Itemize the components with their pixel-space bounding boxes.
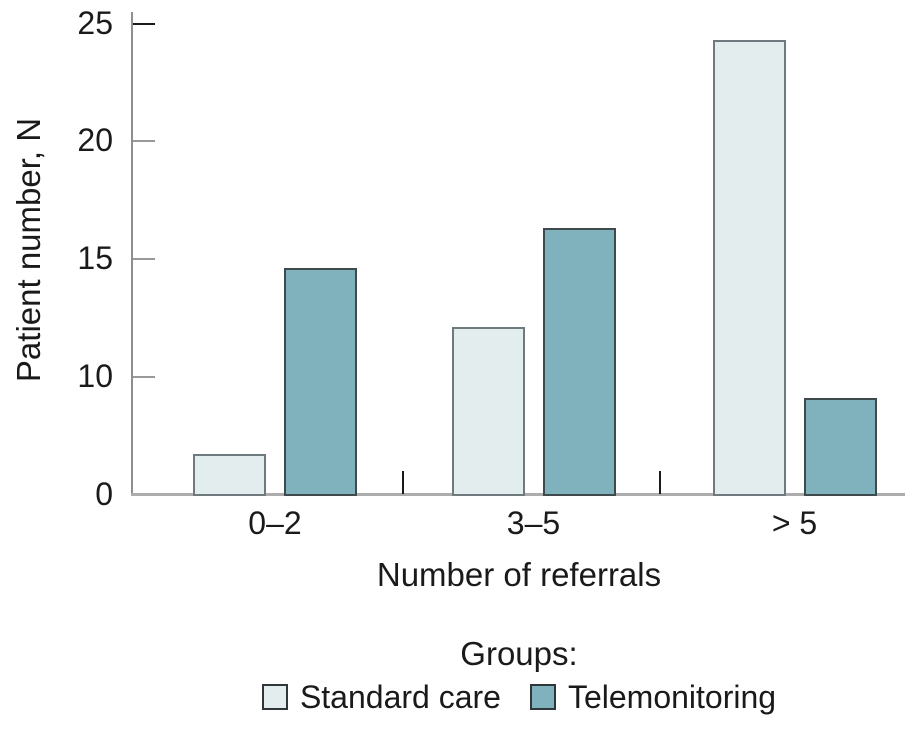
legend-item-standard-care: Standard care — [261, 679, 501, 715]
bar-standard-care — [451, 327, 525, 496]
x-category-label: 0–2 — [248, 505, 302, 541]
y-tick-label: 25 — [77, 4, 113, 41]
legend-swatch-icon — [261, 684, 288, 710]
bar-telemonitoring — [284, 268, 357, 496]
legend-title: Groups: — [460, 635, 578, 672]
y-tick-label: 15 — [77, 240, 113, 276]
bar-standard-care — [712, 39, 786, 496]
legend-swatch-icon — [529, 684, 556, 710]
y-tick — [133, 22, 155, 25]
x-category-label: > 5 — [771, 505, 818, 541]
legend-item-telemonitoring: Telemonitoring — [529, 679, 777, 715]
x-axis-title: Number of referrals — [376, 556, 662, 593]
y-tick-label: 0 — [95, 475, 113, 512]
bar-standard-care — [193, 454, 266, 496]
y-axis-line — [131, 12, 133, 496]
y-tick-label: 10 — [77, 357, 113, 394]
x-axis-separator-tick — [402, 471, 404, 494]
y-tick-label: 20 — [77, 122, 113, 159]
legend-label: Standard care — [299, 679, 501, 715]
x-axis-separator-tick — [659, 471, 661, 494]
bar-telemonitoring — [803, 397, 877, 496]
y-tick — [133, 258, 155, 260]
x-category-label: 3–5 — [506, 505, 561, 541]
legend-label: Telemonitoring — [567, 679, 777, 715]
y-tick — [133, 140, 155, 143]
bar-telemonitoring — [542, 228, 616, 496]
y-tick — [133, 375, 155, 378]
legend: Standard care Telemonitoring — [133, 680, 905, 714]
